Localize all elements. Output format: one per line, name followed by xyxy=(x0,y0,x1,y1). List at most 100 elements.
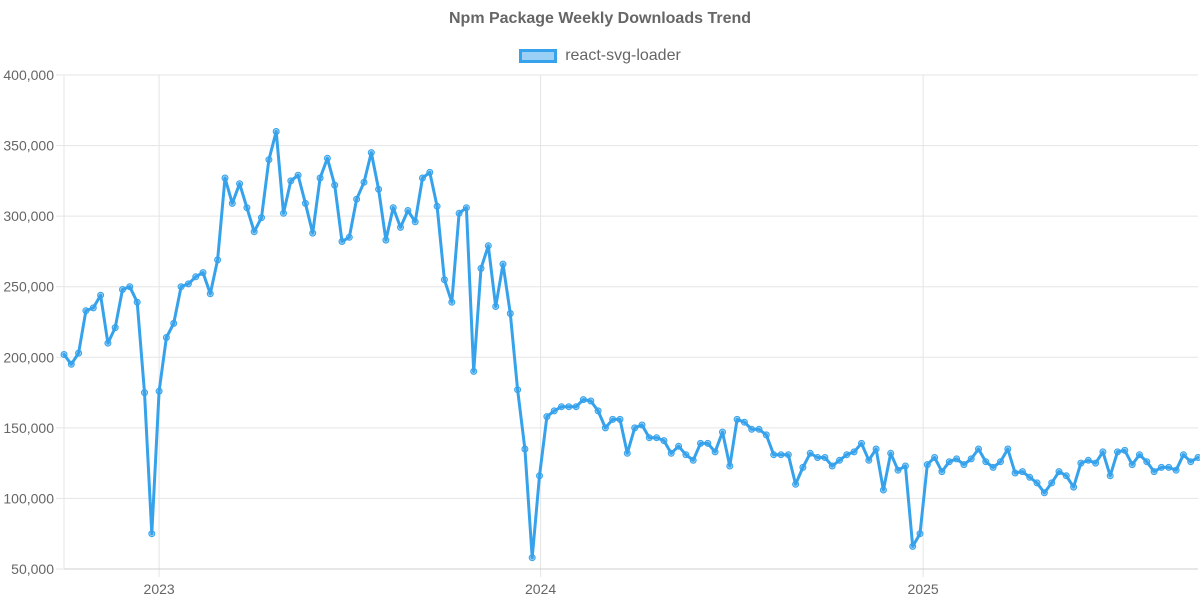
data-point xyxy=(850,448,858,456)
data-point xyxy=(60,351,68,358)
data-point xyxy=(148,530,156,538)
series-layer xyxy=(60,128,1200,562)
data-point xyxy=(389,204,397,212)
data-point xyxy=(89,304,97,312)
x-tick-label: 2023 xyxy=(144,581,175,597)
data-point xyxy=(477,264,485,272)
chart-title: Npm Package Weekly Downloads Trend xyxy=(448,10,752,27)
data-point xyxy=(675,442,683,450)
data-point xyxy=(206,290,214,298)
data-point xyxy=(784,451,792,459)
grid-layer xyxy=(56,74,1198,577)
data-point xyxy=(411,218,419,226)
data-point xyxy=(901,462,909,470)
data-point xyxy=(1092,459,1100,467)
data-point xyxy=(455,209,463,217)
data-point xyxy=(221,174,229,182)
data-point xyxy=(601,424,609,432)
data-point xyxy=(697,439,704,447)
axis-layer: 50,000 100,000 150,000 200,000 250,000 300,00… xyxy=(3,67,1198,597)
data-point xyxy=(155,387,163,395)
data-point xyxy=(258,214,265,222)
data-point xyxy=(536,472,543,480)
data-point xyxy=(777,451,785,459)
data-point xyxy=(484,242,492,250)
data-point xyxy=(1070,483,1078,491)
data-point xyxy=(119,286,126,293)
data-point xyxy=(916,530,924,538)
data-point xyxy=(609,415,617,423)
data-point xyxy=(184,280,192,288)
data-point xyxy=(631,424,639,432)
data-point xyxy=(1114,448,1121,456)
data-point xyxy=(375,185,383,193)
y-tick-label: 100,000 xyxy=(3,490,54,506)
data-point xyxy=(499,260,507,268)
data-point xyxy=(653,434,661,442)
data-point xyxy=(1106,472,1114,480)
data-point xyxy=(872,445,880,453)
data-point xyxy=(360,178,368,186)
data-point xyxy=(338,238,346,245)
data-point xyxy=(397,223,404,231)
data-point xyxy=(909,542,917,550)
data-point xyxy=(514,386,522,394)
data-point xyxy=(440,276,448,284)
data-point xyxy=(345,233,353,241)
data-point xyxy=(704,439,712,447)
data-point xyxy=(1187,458,1195,466)
data-point xyxy=(462,204,470,212)
data-point xyxy=(579,396,587,404)
data-point xyxy=(682,451,690,459)
y-tick-label: 250,000 xyxy=(3,279,54,295)
data-point xyxy=(821,454,829,461)
data-point xyxy=(97,291,105,299)
data-point xyxy=(616,415,624,423)
data-point xyxy=(470,367,478,375)
data-point xyxy=(887,449,895,457)
data-point xyxy=(316,174,324,182)
data-point xyxy=(894,466,902,474)
data-point xyxy=(1026,473,1034,481)
data-point xyxy=(558,403,565,411)
data-point xyxy=(177,283,185,291)
data-point xyxy=(433,202,441,210)
data-point xyxy=(1172,466,1180,474)
legend-label: react-svg-loader xyxy=(565,47,681,64)
data-point xyxy=(858,439,865,447)
data-point xyxy=(638,421,646,429)
data-point xyxy=(989,463,997,471)
data-point xyxy=(755,425,763,433)
legend-swatch xyxy=(519,49,558,63)
data-point xyxy=(1121,446,1129,454)
data-point xyxy=(492,303,500,310)
data-point xyxy=(170,319,178,327)
data-point xyxy=(236,180,244,188)
data-point xyxy=(711,448,719,456)
data-point xyxy=(419,174,426,182)
data-point xyxy=(426,168,434,176)
data-point xyxy=(1165,463,1173,471)
data-point xyxy=(945,458,953,466)
data-point xyxy=(982,458,990,466)
data-point xyxy=(1040,489,1048,497)
data-point xyxy=(594,407,602,415)
data-point xyxy=(997,458,1004,466)
legend[interactable]: react-svg-loader xyxy=(0,47,1200,65)
data-point xyxy=(645,434,653,442)
data-point xyxy=(792,480,800,488)
data-point xyxy=(353,195,361,203)
data-point xyxy=(1157,463,1165,471)
data-point xyxy=(367,149,375,157)
data-point xyxy=(1048,479,1056,487)
data-point xyxy=(689,456,697,464)
data-point xyxy=(660,437,668,445)
y-tick-label: 400,000 xyxy=(3,67,54,83)
y-tick-label: 350,000 xyxy=(3,138,54,154)
data-point xyxy=(572,403,580,411)
y-tick-label: 300,000 xyxy=(3,208,54,224)
data-point xyxy=(740,418,748,426)
data-point xyxy=(301,199,309,207)
data-point xyxy=(528,554,536,562)
